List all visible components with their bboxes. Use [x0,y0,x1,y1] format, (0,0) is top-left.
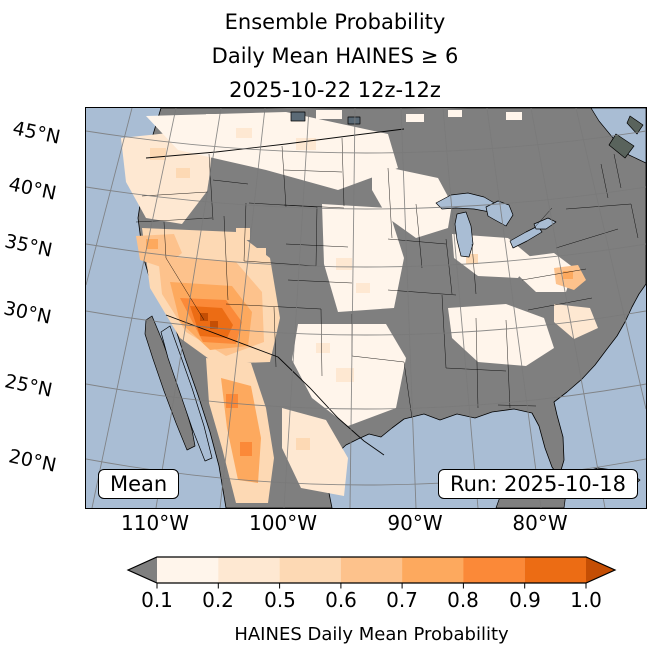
parallel-45n [86,130,646,154]
map-svg [86,108,646,508]
colorbar-segment-4 [340,557,403,583]
patch-plains-spot [356,283,370,293]
meridian-90w [400,108,417,508]
meridian-115w [91,108,177,508]
colorbar-tick-label-8: 1.0 [570,588,602,612]
lake-michigan [454,211,474,258]
colorbar-tick-label-4: 0.6 [325,588,357,612]
patch-texas-spot [316,343,330,353]
meridian-85w [442,108,479,508]
patch-southwest-max [210,321,218,329]
colorbar-tick-label-7: 0.9 [509,588,541,612]
patch-mexico-spot [240,442,252,456]
colorbar-tick-label-2: 0.2 [202,588,234,612]
graticule [86,108,646,508]
patch-canada-spot [448,110,462,117]
run-annotation: Run: 2025-10-18 [437,469,638,499]
colorbar-title: HAINES Daily Mean Probability [234,624,509,645]
patch-plains-spot [296,138,316,150]
patch-canada-spot [206,114,228,124]
canadian-lake [290,111,306,122]
mean-annotation: Mean [98,469,180,499]
lat-label-45n: 45°N [10,117,63,149]
lon-label-100w: 100°W [249,511,317,535]
gulf-of-california [160,325,213,462]
lon-label-90w: 90°W [387,511,443,535]
colorbar-tick-label-6: 0.8 [447,588,479,612]
patch-ne-mexico-spot [296,438,310,450]
patch-nevada-spot [146,239,158,249]
patch-pnw-spot [176,168,190,178]
patch-canada-spot [246,120,264,128]
lon-label-80w: 80°W [512,511,568,535]
colorbar-over-arrow [586,557,615,583]
patch-southwest-max [200,313,208,321]
country-borders [145,128,405,456]
canadian-lake [347,116,361,125]
colorbar-tick-marks [156,583,587,589]
patch-canada-spot [506,112,522,120]
lake-ontario [533,217,557,230]
parallel-30n [86,310,646,336]
colorbar-segment-1 [157,557,219,583]
colorbar-segment-5 [402,557,464,583]
parallel-40n [86,186,646,210]
map-plot: Mean Run: 2025-10-18 [85,107,647,509]
parallel-35n [86,243,646,268]
patch-canada-spot [316,110,342,119]
colorbar-segment-3 [279,557,341,583]
patch-ohio-spot [466,254,478,264]
patch-pnw-spot [150,148,166,160]
patch-plains-spot [236,128,252,138]
title-line-3: 2025-10-22 12z-12z [229,78,441,102]
meridian-75w [530,108,606,508]
probability-patches [121,110,598,503]
colorbar-tick-label-3: 0.5 [264,588,296,612]
meridian-110w [155,108,222,508]
lat-label-20n: 20°N [6,445,59,477]
patch-pnw [121,132,212,224]
meridian-70w [575,108,646,410]
patch-utah-spot [236,228,250,240]
patch-canada-spot [406,114,424,122]
colorbar-segment-2 [218,557,280,583]
patch-upper-midwest [372,164,452,238]
colorbar-tick-label-5: 0.7 [386,588,418,612]
colorbar [126,556,617,589]
meridian-105w [219,108,266,508]
meridian-100w [283,108,310,508]
patch-plains-spot [336,258,352,270]
patch-north-plains [146,112,398,190]
nova-scotia [608,133,635,159]
parallel-50n [264,108,468,110]
patch-ne-mexico [282,408,348,496]
patch-virginia-spot [563,271,573,279]
patch-central-plains [322,204,404,312]
patch-utah-spot [254,248,266,258]
lon-label-110w: 110°W [121,511,189,535]
meridian-120w [86,108,133,286]
colorbar-under-arrow [128,557,157,583]
prince-edward-island [626,115,644,135]
patch-texas-spot [336,368,354,382]
title-line-1: Ensemble Probability [224,10,446,34]
colorbar-segment-6 [463,557,525,583]
parallel-25n [86,383,646,410]
lake-erie [509,225,543,249]
lat-label-35n: 35°N [2,230,55,262]
colorbar-tick-label-1: 0.1 [141,588,173,612]
title-line-2: Daily Mean HAINES ≥ 6 [211,44,459,68]
patch-southeast [448,304,554,366]
colorbar-segment-7 [524,557,586,583]
lat-label-40n: 40°N [6,173,59,205]
plot-title: Ensemble Probability Daily Mean HAINES ≥… [55,5,615,107]
meridian-95w [349,108,356,508]
meridian-80w [486,108,542,508]
lat-label-30n: 30°N [1,297,54,329]
lat-label-25n: 25°N [2,370,55,402]
